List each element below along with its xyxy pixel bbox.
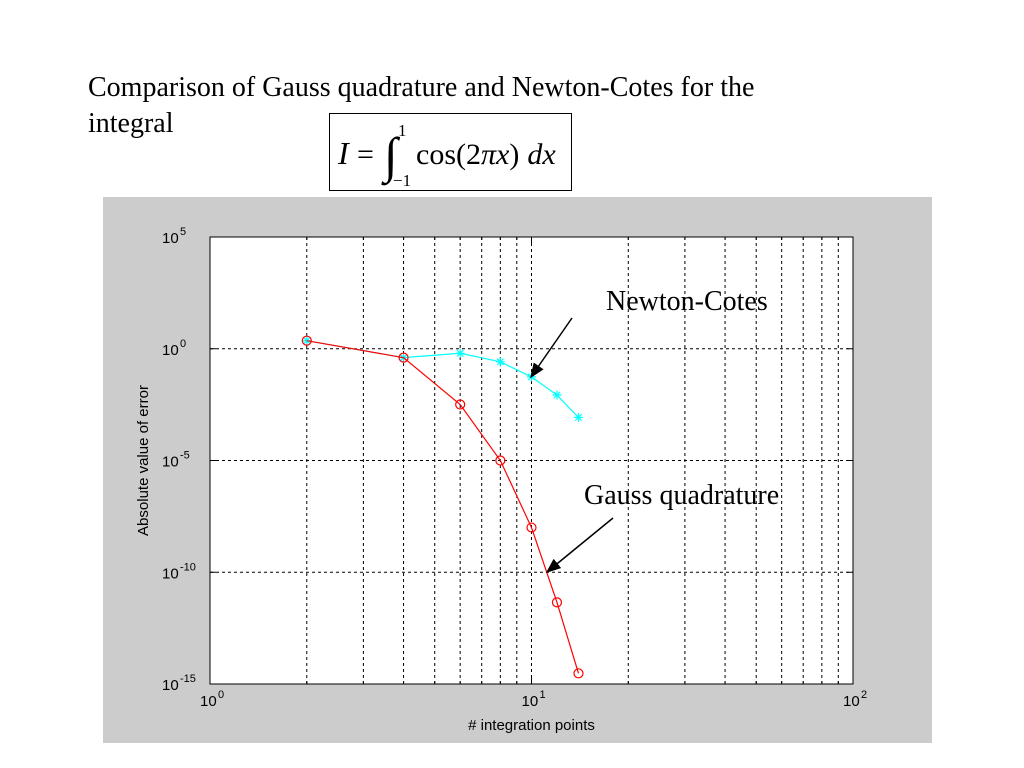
formula-lower-limit: −1 [393,171,411,190]
y-tick-label: 10 [162,677,179,694]
x-tick-label: 10 [200,693,217,710]
series-gauss-quadrature [301,335,584,679]
data-point-newton-cotes [302,336,312,346]
data-point-newton-cotes [552,390,562,400]
y-tick-label-exponent: 5 [180,226,186,238]
y-tick-label-exponent: 0 [180,338,186,350]
newton-cotes-annotation: Newton-Cotes [606,286,768,317]
formula-differential: dx [527,138,556,171]
figure-panel: 10 0 10 1 10 2 10 5 10 0 10 -5 10 -10 10 -15 # integrati… [103,197,932,743]
data-point-gauss-quadrature [398,352,409,363]
slide-title-line-2: integral [88,108,174,139]
x-tick-label-exponent: 0 [218,689,224,701]
data-point-gauss-quadrature [301,335,312,346]
formula-variable: x [495,138,510,171]
formula-lhs: I [337,135,350,171]
formula-integral-sign: ∫ [381,127,401,186]
y-axis-label: Absolute value of error [135,385,152,536]
data-point-newton-cotes [527,372,536,382]
gauss-quadrature-annotation: Gauss quadrature [584,480,780,511]
y-tick-label: 10 [162,565,179,582]
y-tick-label: 10 [162,454,179,471]
slide-title-line-1: Comparison of Gauss quadrature and Newto… [88,72,755,103]
y-tick-label-exponent: -5 [180,450,190,462]
y-tick-label-exponent: -10 [180,561,196,573]
y-tick-label: 10 [162,342,179,359]
integral-formula: I = ∫ 1 −1 cos(2πx) dx [337,121,556,190]
x-tick-label: 10 [522,693,539,710]
series-line-gauss-quadrature [306,340,580,674]
formula-equals: = [357,138,374,171]
data-point-newton-cotes [455,348,465,358]
data-point-gauss-quadrature [495,455,506,466]
x-tick-label-exponent: 1 [540,689,546,701]
x-tick-label: 10 [843,693,860,710]
svg-text:cos(2πx)dx: cos(2πx) dx [416,138,556,171]
data-point-gauss-quadrature [526,522,537,533]
integral-formula-box: I = ∫ 1 −1 cos(2πx) dx [329,113,572,191]
y-tick-label-exponent: -15 [180,673,196,685]
data-point-newton-cotes [573,412,583,422]
x-axis-label: # integration points [468,717,595,734]
slide-title: Comparison of Gauss quadrature and Newto… [88,70,948,142]
tick-marks [209,236,853,685]
y-tick-label: 10 [162,230,179,247]
formula-integrand-suffix: ) [509,138,519,171]
x-tick-label-exponent: 2 [861,689,867,701]
data-point-gauss-quadrature [551,597,563,608]
formula-integrand-prefix: cos(2 [416,138,481,171]
grid-lines [210,237,853,684]
formula-upper-limit: 1 [398,121,407,140]
data-point-newton-cotes [495,357,505,367]
data-point-gauss-quadrature [573,668,584,679]
data-point-gauss-quadrature [455,399,466,410]
formula-pi: π [481,138,497,171]
